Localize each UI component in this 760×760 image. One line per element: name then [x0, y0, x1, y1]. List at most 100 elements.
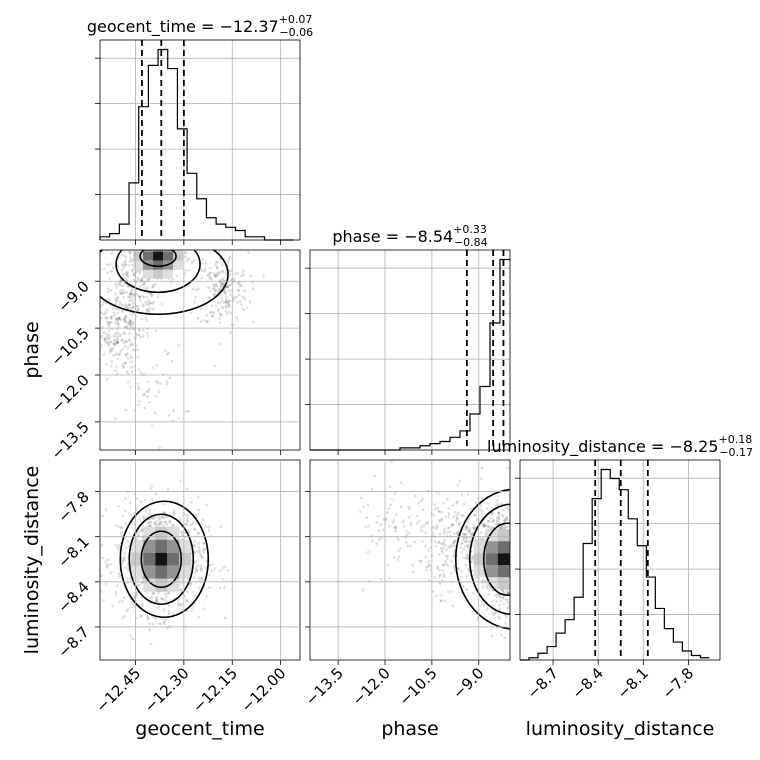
scatter-point [468, 527, 472, 530]
scatter-point [150, 595, 153, 599]
scatter-point [365, 516, 369, 520]
scatter-point [481, 578, 485, 582]
scatter-point [492, 525, 495, 529]
scatter-point [135, 344, 138, 348]
scatter-point [532, 579, 535, 582]
scatter-point [496, 511, 500, 515]
scatter-point [184, 410, 188, 413]
scatter-point [119, 525, 123, 529]
scatter-point [446, 527, 450, 530]
scatter-point [197, 576, 201, 580]
scatter-point [511, 550, 514, 553]
scatter-point [100, 305, 102, 309]
scatter-point [112, 311, 116, 315]
scatter-point [229, 331, 232, 334]
scatter-point [177, 601, 180, 605]
scatter-point [159, 236, 162, 239]
scatter-point [130, 360, 133, 364]
scatter-point [445, 530, 449, 534]
scatter-point [148, 400, 152, 404]
scatter-point [155, 380, 158, 384]
scatter-point [418, 559, 422, 563]
scatter-point [501, 596, 505, 600]
scatter-point [490, 512, 494, 516]
scatter-point [180, 530, 183, 534]
scatter-point [147, 390, 150, 393]
scatter-point [501, 595, 504, 599]
scatter-point [236, 281, 240, 285]
scatter-point [109, 563, 112, 566]
scatter-point [463, 532, 467, 536]
scatter-point [512, 566, 515, 569]
scatter-point [215, 274, 219, 278]
scatter-point [409, 521, 413, 525]
scatter-point [116, 322, 120, 326]
scatter-point [141, 303, 145, 307]
scatter-point [218, 270, 221, 274]
scatter-point [145, 245, 148, 248]
scatter-point [124, 546, 128, 549]
scatter-point [185, 522, 189, 526]
scatter-point [521, 528, 524, 531]
scatter-point [131, 320, 135, 324]
scatter-point [466, 557, 469, 561]
scatter-point [146, 228, 149, 231]
scatter-point [475, 518, 479, 522]
scatter-point [160, 598, 164, 601]
scatter-point [222, 585, 226, 589]
panel-frame [309, 459, 511, 661]
scatter-point [507, 604, 510, 608]
scatter-point [219, 569, 222, 572]
scatter-point [113, 353, 117, 357]
histogram-geocent_time [99, 48, 294, 241]
scatter-point [144, 300, 147, 304]
scatter-point [470, 560, 473, 564]
scatter-point [121, 303, 124, 307]
scatter-point [456, 567, 460, 571]
scatter-point [107, 343, 111, 347]
scatter-point [139, 298, 143, 302]
density-cell [155, 539, 168, 553]
scatter-point [105, 263, 109, 267]
scatter-point [131, 270, 135, 273]
scatter-point [116, 297, 120, 301]
scatter-point [466, 492, 470, 496]
scatter-point [530, 573, 533, 576]
scatter-point [115, 299, 119, 303]
scatter-point [436, 567, 439, 571]
scatter-point [103, 337, 107, 341]
scatter-point [221, 270, 225, 274]
scatter-point [95, 336, 98, 339]
scatter-point [456, 530, 459, 534]
scatter-point [156, 245, 159, 248]
scatter-point [224, 300, 228, 304]
scatter-point [121, 264, 125, 267]
scatter-point [131, 637, 134, 641]
scatter-point [116, 339, 119, 342]
scatter-point [489, 516, 493, 520]
scatter-point [460, 513, 464, 517]
panel-luminosity_distance-vs-phase [309, 459, 535, 661]
scatter-point [161, 247, 164, 250]
scatter-point [444, 515, 447, 519]
scatter-point [455, 513, 459, 517]
scatter-point [438, 510, 442, 514]
scatter-point [151, 622, 155, 626]
scatter-point [213, 364, 217, 368]
scatter-point [512, 566, 515, 569]
scatter-point [224, 310, 228, 313]
scatter-point [521, 562, 524, 565]
scatter-point [128, 320, 132, 324]
scatter-point [412, 570, 415, 574]
scatter-point [202, 319, 206, 322]
scatter-point [512, 541, 515, 544]
scatter-point [511, 591, 514, 594]
scatter-point [168, 247, 171, 250]
scatter-point [172, 511, 176, 515]
scatter-point [166, 352, 169, 356]
scatter-point [145, 245, 148, 248]
scatter-point [171, 524, 174, 527]
scatter-point [133, 408, 137, 412]
density-cell [497, 565, 510, 578]
scatter-point [111, 307, 115, 310]
